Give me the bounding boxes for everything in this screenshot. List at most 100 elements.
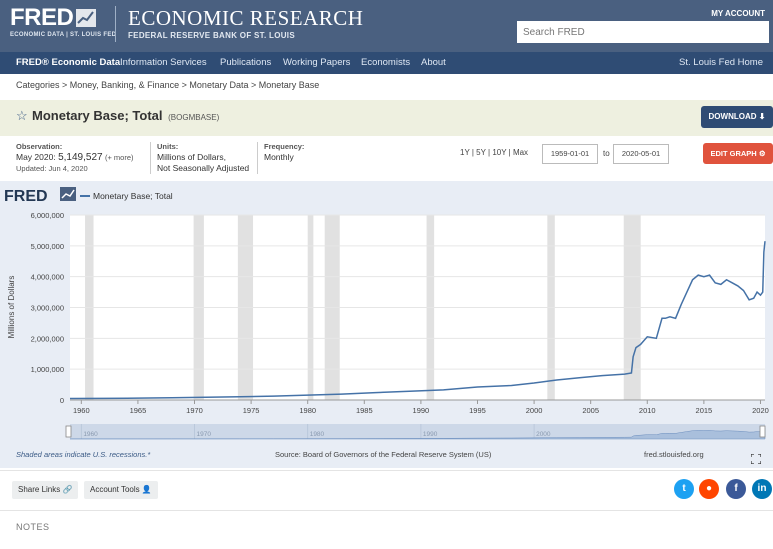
- account-tools-button[interactable]: Account Tools 👤: [84, 481, 158, 499]
- my-account-link[interactable]: MY ACCOUNT: [711, 9, 765, 18]
- download-label: DOWNLOAD: [708, 112, 757, 121]
- observation-block: Observation: May 2020: 5,149,527 (+ more…: [16, 141, 134, 174]
- nav-item-economists[interactable]: Economists: [361, 57, 411, 68]
- meta-divider: [257, 142, 258, 174]
- download-icon: ⬇: [758, 112, 766, 121]
- linkedin-icon[interactable]: in: [752, 479, 772, 499]
- edit-graph-button[interactable]: EDIT GRAPH ⚙: [703, 143, 773, 164]
- link-icon: 🔗: [62, 485, 73, 494]
- x-tick-label: 2010: [639, 406, 656, 415]
- observation-more-link[interactable]: (+ more): [104, 153, 134, 162]
- frequency-label: Frequency:: [264, 142, 305, 151]
- navigator-track[interactable]: [70, 424, 765, 439]
- observation-label: Observation:: [16, 142, 63, 151]
- x-tick-label: 2005: [582, 406, 599, 415]
- nav-item-publications[interactable]: Publications: [220, 57, 272, 68]
- share-links-label: Share Links: [18, 485, 61, 494]
- chart-panel: FRED Monetary Base; Total 6,000,000 5,000…: [0, 181, 773, 468]
- units-line1: Millions of Dollars,: [157, 152, 226, 162]
- navigator-left-handle[interactable]: [65, 425, 72, 438]
- chart-logo-icon: [60, 187, 76, 201]
- y-axis-label: Millions of Dollars: [7, 276, 16, 339]
- observation-value: 5,149,527: [58, 152, 103, 163]
- chart-fred-logo: FRED: [4, 187, 76, 205]
- observation-period: May 2020:: [16, 152, 56, 162]
- user-icon: 👤: [141, 485, 152, 494]
- chart-logo-icon: [76, 9, 97, 27]
- series-title: Monetary Base; Total (BOGMBASE): [32, 108, 219, 123]
- meta-divider: [150, 142, 151, 174]
- series-line-monetary-base[interactable]: [69, 241, 766, 400]
- nav-item-information-services[interactable]: Information Services: [120, 57, 207, 68]
- nav-item-fred[interactable]: FRED® Economic Data: [16, 57, 121, 68]
- fred-logo[interactable]: FRED ECONOMIC DATA | ST. LOUIS FED: [10, 4, 117, 39]
- navigator-tick-label: 1990: [423, 431, 438, 438]
- main-nav: FRED® Economic Data Information Services…: [0, 52, 773, 74]
- reddit-icon[interactable]: ●: [699, 479, 719, 499]
- range-shortcuts[interactable]: 1Y | 5Y | 10Y | Max: [460, 148, 529, 157]
- updated-date: Updated: Jun 4, 2020: [16, 164, 88, 173]
- source-note[interactable]: Source: Board of Governors of the Federa…: [275, 450, 492, 459]
- y-tick-label: 6,000,000: [31, 211, 64, 220]
- account-tools-label: Account Tools: [90, 485, 140, 494]
- fullscreen-icon[interactable]: [751, 454, 761, 464]
- site-header: FRED ECONOMIC DATA | ST. LOUIS FED ECONO…: [0, 0, 773, 52]
- navigator-tick-label: 2000: [536, 431, 551, 438]
- series-id: (BOGMBASE): [168, 113, 220, 122]
- logo-divider: [115, 6, 116, 42]
- y-tick-label: 4,000,000: [31, 273, 64, 282]
- x-tick-label: 1995: [469, 406, 486, 415]
- facebook-icon[interactable]: f: [726, 479, 746, 499]
- units-block: Units: Millions of Dollars, Not Seasonal…: [157, 141, 249, 174]
- site-link[interactable]: fred.stlouisfed.org: [644, 450, 704, 459]
- x-tick-label: 1965: [130, 406, 147, 415]
- edit-graph-label: EDIT GRAPH: [710, 149, 757, 158]
- y-tick-label: 2,000,000: [31, 334, 64, 343]
- units-label: Units:: [157, 142, 179, 151]
- y-tick-label: 1,000,000: [31, 365, 64, 374]
- nav-item-about[interactable]: About: [421, 57, 446, 68]
- star-icon[interactable]: ☆: [16, 108, 28, 123]
- chart-logo-text: FRED: [4, 188, 48, 205]
- navigator-series: [69, 427, 766, 440]
- navigator-tick-label: 1960: [83, 431, 98, 438]
- site-title[interactable]: ECONOMIC RESEARCH: [128, 6, 364, 30]
- nav-item-working-papers[interactable]: Working Papers: [283, 57, 351, 68]
- gear-icon: ⚙: [758, 149, 766, 158]
- notes-heading: NOTES: [16, 522, 50, 532]
- navigator-tick-label: 1970: [197, 431, 212, 438]
- frequency-value: Monthly: [264, 152, 294, 162]
- nav-item-stl-fed-home[interactable]: St. Louis Fed Home: [679, 57, 763, 68]
- site-subtitle: FEDERAL RESERVE BANK OF ST. LOUIS: [128, 31, 295, 40]
- recessions-note[interactable]: Shaded areas indicate U.S. recessions.*: [16, 450, 151, 459]
- chart[interactable]: FRED Monetary Base; Total 6,000,000 5,000…: [0, 181, 773, 468]
- x-tick-label: 1980: [299, 406, 316, 415]
- navigator-tick-label: 1980: [310, 431, 325, 438]
- frequency-block: Frequency: Monthly: [264, 141, 304, 163]
- series-name: Monetary Base; Total: [32, 108, 163, 123]
- series-title-bar: ☆ Monetary Base; Total (BOGMBASE) DOWNLO…: [0, 100, 773, 136]
- date-to-label: to: [603, 149, 610, 158]
- x-tick-label: 1970: [186, 406, 203, 415]
- legend-label: Monetary Base; Total: [93, 191, 173, 201]
- x-tick-label: 1990: [413, 406, 430, 415]
- x-tick-label: 1985: [356, 406, 373, 415]
- download-button[interactable]: DOWNLOAD ⬇: [701, 106, 773, 128]
- x-tick-label: 1960: [73, 406, 90, 415]
- chart-logo-icon-line: [61, 189, 75, 199]
- breadcrumb[interactable]: Categories > Money, Banking, & Finance >…: [16, 80, 320, 90]
- units-line2: Not Seasonally Adjusted: [157, 163, 250, 173]
- end-date-input[interactable]: 2020-05-01: [613, 144, 669, 164]
- search-input[interactable]: [517, 21, 769, 43]
- share-links-button[interactable]: Share Links 🔗: [12, 481, 79, 499]
- notes-section: [0, 510, 773, 549]
- logo-text: FRED: [10, 4, 74, 31]
- navigator-right-handle[interactable]: [759, 425, 766, 438]
- x-tick-label: 1975: [243, 406, 260, 415]
- twitter-icon[interactable]: t: [674, 479, 694, 499]
- y-tick-label: 3,000,000: [31, 304, 64, 313]
- x-tick-label: 2020: [752, 406, 769, 415]
- logo-subtitle: ECONOMIC DATA | ST. LOUIS FED: [10, 32, 117, 38]
- start-date-input[interactable]: 1959-01-01: [542, 144, 598, 164]
- x-tick-label: 2000: [526, 406, 543, 415]
